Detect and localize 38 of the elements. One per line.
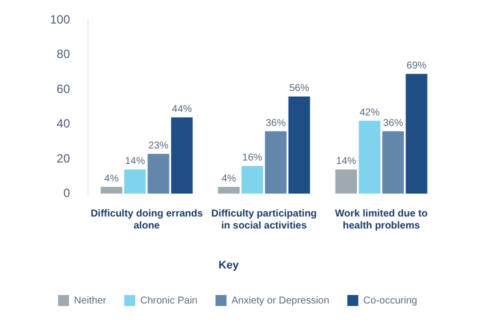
data-label: 4% bbox=[104, 174, 119, 185]
x-tick-label: Difficulty doing errands alone bbox=[90, 208, 204, 232]
data-label: 44% bbox=[172, 104, 192, 116]
legend-label: Anxiety or Depression bbox=[231, 295, 330, 306]
bar bbox=[241, 166, 264, 194]
data-label: 23% bbox=[148, 140, 169, 152]
data-label: 69% bbox=[406, 60, 427, 72]
legend-title: Key bbox=[218, 259, 240, 272]
bar bbox=[148, 154, 170, 194]
x-tick-label: Work limited due to health problems bbox=[335, 208, 428, 232]
bar bbox=[100, 186, 122, 194]
data-label: 14% bbox=[124, 156, 146, 168]
y-tick-label: 60 bbox=[56, 82, 70, 96]
data-label: 4% bbox=[222, 174, 236, 185]
bar bbox=[171, 117, 193, 194]
data-label: 42% bbox=[360, 108, 380, 119]
bar bbox=[335, 169, 357, 194]
bar bbox=[288, 96, 310, 194]
bar bbox=[382, 131, 404, 194]
legend-label: Neither bbox=[74, 295, 107, 306]
bar bbox=[358, 120, 380, 194]
bar bbox=[264, 131, 287, 194]
data-label: 36% bbox=[383, 118, 404, 129]
data-label: 14% bbox=[336, 156, 356, 168]
y-tick-label: 100 bbox=[50, 12, 70, 26]
legend-label: Chronic Pain bbox=[140, 295, 198, 306]
data-label: 56% bbox=[289, 83, 310, 94]
data-label: 16% bbox=[242, 152, 262, 164]
data-label: 36% bbox=[266, 118, 286, 129]
y-tick-label: 0 bbox=[63, 186, 70, 200]
bar bbox=[218, 186, 240, 194]
bar bbox=[124, 169, 146, 194]
legend-label: Co-occuring bbox=[363, 295, 418, 306]
y-tick-label: 20 bbox=[56, 151, 70, 166]
x-tick-label: Difficulty participating in social activities bbox=[211, 208, 317, 232]
bar bbox=[406, 74, 428, 194]
y-tick-label: 40 bbox=[56, 116, 70, 131]
y-tick-label: 80 bbox=[56, 47, 70, 62]
